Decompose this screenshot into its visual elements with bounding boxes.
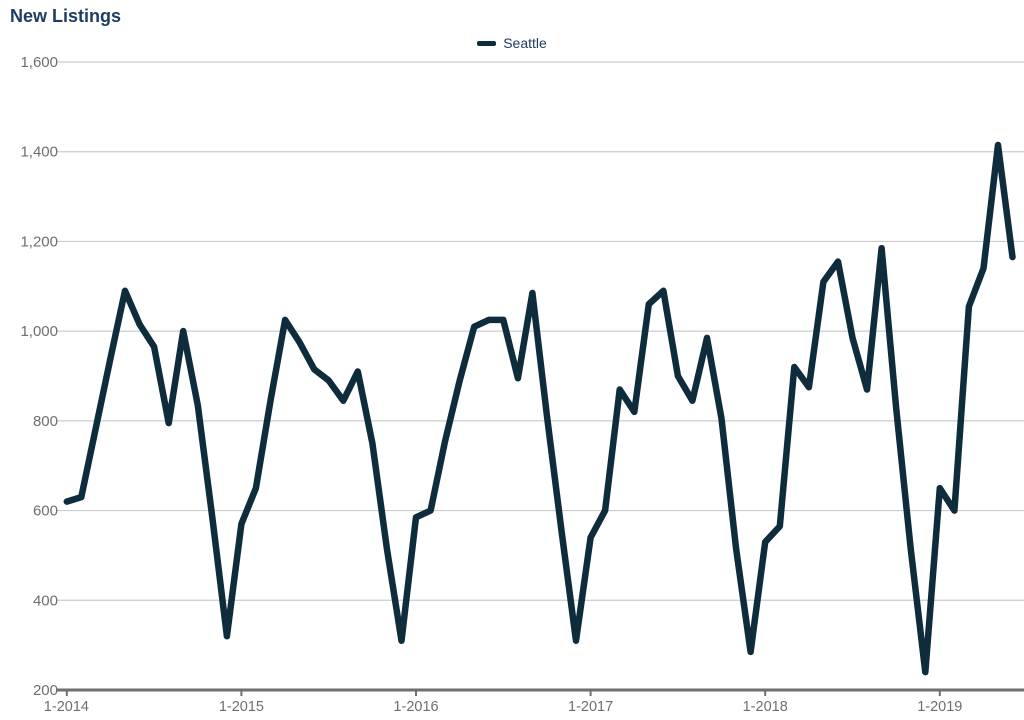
legend: Seattle	[0, 35, 1024, 51]
seattle-series-line	[63, 141, 1016, 676]
y-axis-label-400: 400	[33, 592, 58, 609]
y-axis-label-1400: 1,400	[20, 144, 58, 161]
x-axis-label-1-2017: 1-2017	[568, 699, 613, 715]
x-axis-label-1-2016: 1-2016	[393, 699, 438, 715]
legend-swatch-seattle	[477, 40, 497, 46]
legend-label-seattle: Seattle	[503, 35, 547, 51]
x-axis-label-1-2015: 1-2015	[219, 699, 264, 715]
y-axis-label-1600: 1,600	[20, 54, 58, 71]
y-axis-label-1000: 1,000	[20, 323, 58, 340]
y-axis-label-600: 600	[33, 503, 58, 520]
y-axis-label-800: 800	[33, 413, 58, 430]
x-axis-label-1-2018: 1-2018	[743, 699, 788, 715]
x-axis-label-1-2014: 1-2014	[44, 699, 89, 715]
page-title: New Listings	[10, 6, 122, 26]
x-axis-label-1-2019: 1-2019	[917, 699, 962, 715]
y-axis-label-200: 200	[33, 682, 58, 699]
y-axis-label-1200: 1,200	[20, 233, 58, 250]
